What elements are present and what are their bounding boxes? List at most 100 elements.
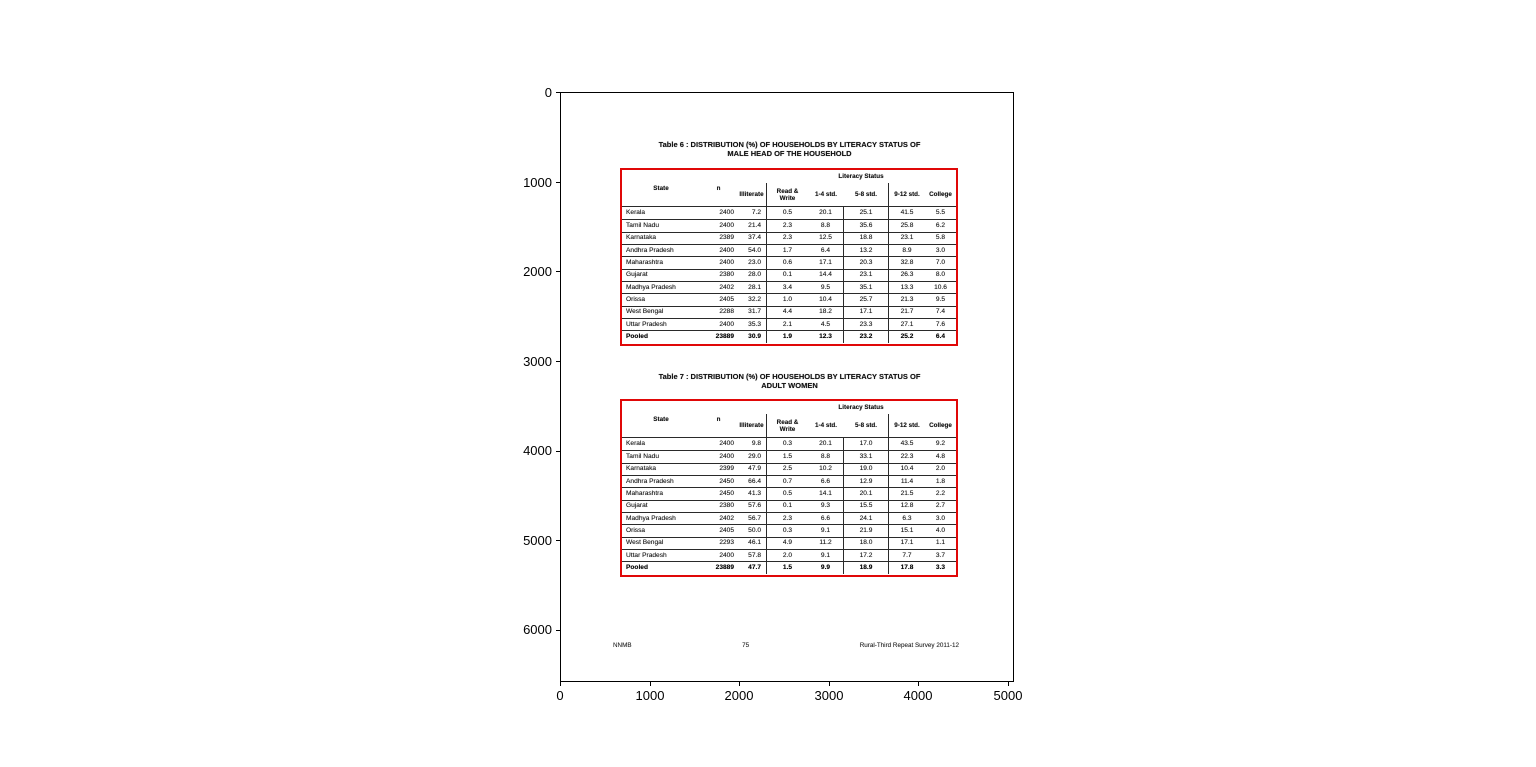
- illiterate-cell: 56.7: [748, 514, 761, 522]
- std-1-4-cell: 14.4: [808, 269, 844, 282]
- std-5-8-cell: 23.2: [844, 331, 889, 343]
- read-write-cell: 2.0: [766, 550, 808, 562]
- group-header-literacy-status: Literacy Status: [838, 404, 884, 411]
- x-tick-label: 3000: [814, 688, 844, 703]
- table-row: Maharashtra 2450 41.3 0.5 14.1 20.1 21.5 2.2: [622, 487, 956, 500]
- table-row: Kerala 2400 7.2 0.5 20.1 25.1 41.5 5.5: [622, 207, 956, 220]
- std-5-8-cell: 23.1: [844, 269, 889, 282]
- state-cell: Pooled: [626, 333, 648, 341]
- x-tick-mark: [739, 682, 740, 686]
- std-1-4-cell: 18.2: [808, 306, 844, 319]
- illiterate-cell: 28.0: [748, 271, 761, 279]
- std-5-8-cell: 20.1: [844, 488, 889, 500]
- table-row: Pooled 23889 47.7 1.5 9.9 18.9 17.8 3.3: [622, 561, 956, 574]
- x-tick-mark: [650, 682, 651, 686]
- std-9-12-cell: 17.1: [900, 539, 914, 547]
- std-5-8-cell: 12.9: [844, 476, 889, 488]
- read-write-cell: 2.3: [766, 513, 808, 525]
- table-row: Tamil Nadu 2400 21.4 2.3 8.8 35.6 25.8 6.2: [622, 219, 956, 232]
- college-cell: 2.2: [935, 490, 946, 498]
- footer-org-label: NNMB: [613, 642, 632, 649]
- table-header: State n Illiterate Literacy Status Read …: [622, 170, 956, 207]
- std-5-8-cell: 35.1: [844, 282, 889, 294]
- col-header-1-4-std: 1-4 std.: [814, 191, 838, 198]
- n-cell: 23889: [715, 333, 734, 341]
- footer-survey-label: Rural-Third Repeat Survey 2011-12: [859, 642, 959, 649]
- col-header-college: College: [929, 191, 952, 198]
- n-cell: 2450: [719, 490, 734, 498]
- college-cell: 1.1: [935, 539, 946, 547]
- college-cell: 3.7: [935, 551, 946, 559]
- std-9-12-cell: 27.1: [900, 320, 914, 328]
- college-cell: 7.0: [935, 259, 946, 267]
- state-cell: Tamil Nadu: [626, 453, 659, 461]
- std-9-12-cell: 32.8: [900, 259, 914, 267]
- n-cell: 2293: [719, 539, 734, 547]
- y-tick-label: 4000: [523, 443, 552, 458]
- college-cell: 7.4: [935, 308, 946, 316]
- n-cell: 2400: [719, 551, 734, 559]
- state-cell: Orissa: [626, 296, 646, 304]
- read-write-cell: 0.3: [766, 525, 808, 537]
- college-cell: 9.5: [935, 296, 946, 304]
- illiterate-cell: 54.0: [748, 246, 761, 254]
- n-cell: 23889: [715, 564, 734, 572]
- college-cell: 4.8: [935, 453, 946, 461]
- std-9-12-cell: 7.7: [902, 551, 912, 559]
- std-9-12-cell: 11.4: [900, 477, 914, 485]
- state-cell: Kerala: [626, 209, 646, 217]
- state-cell: Andhra Pradesh: [626, 477, 674, 485]
- n-cell: 2399: [719, 465, 734, 473]
- table-row: Orissa 2405 32.2 1.0 10.4 25.7 21.3 9.5: [622, 293, 956, 306]
- std-9-12-cell: 21.3: [900, 296, 914, 304]
- std-9-12-cell: 22.3: [900, 453, 914, 461]
- read-write-cell: 4.4: [766, 306, 808, 319]
- col-header-illiterate: Illiterate: [739, 422, 764, 429]
- n-cell: 2400: [719, 246, 734, 254]
- table-7-title: Table 7 : DISTRIBUTION (%) OF HOUSEHOLDS…: [621, 372, 958, 390]
- n-cell: 2400: [719, 259, 734, 267]
- std-1-4-cell: 10.4: [808, 294, 844, 306]
- read-write-cell: 0.3: [766, 438, 808, 451]
- table-row: Karnataka 2389 37.4 2.3 12.5 18.8 23.1 5.8: [622, 231, 956, 245]
- col-header-state: State: [653, 184, 669, 192]
- illiterate-cell: 57.8: [748, 551, 761, 559]
- read-write-cell: 3.4: [766, 282, 808, 294]
- table-row: Uttar Pradesh 2400 35.3 2.1 4.5 23.3 27.1 7.6: [622, 318, 956, 331]
- x-tick-mark: [918, 682, 919, 686]
- table-row: Orissa 2405 50.0 0.3 9.1 21.9 15.1 4.0: [622, 524, 956, 537]
- table-row: Pooled 23889 30.9 1.9 12.3 23.2 25.2 6.4: [622, 330, 956, 343]
- std-9-12-cell: 23.1: [900, 234, 914, 242]
- table-body: Kerala 2400 9.8 0.3 20.1 17.0 43.5 9.2 Tamil Nad…: [622, 438, 956, 574]
- col-header-read-write: Read & Write: [766, 183, 808, 206]
- read-write-cell: 2.5: [766, 463, 808, 476]
- table-7-title-line2: ADULT WOMEN: [761, 381, 818, 390]
- read-write-cell: 1.9: [766, 331, 808, 343]
- std-9-12-cell: 15.1: [900, 527, 914, 535]
- col-header-read-write: Read & Write: [766, 414, 808, 437]
- read-write-cell: 0.5: [766, 207, 808, 220]
- std-5-8-cell: 17.0: [844, 438, 889, 451]
- x-tick-mark: [560, 682, 561, 686]
- std-5-8-cell: 18.8: [844, 232, 889, 245]
- std-9-12-cell: 21.7: [900, 308, 914, 316]
- col-header-5-8-std: 5-8 std.: [844, 414, 889, 437]
- std-5-8-cell: 24.1: [844, 513, 889, 525]
- std-5-8-cell: 15.5: [844, 500, 889, 513]
- read-write-cell: 1.5: [766, 451, 808, 463]
- x-tick-label: 2000: [724, 688, 754, 703]
- state-cell: Gujarat: [626, 271, 648, 279]
- read-write-cell: 1.7: [766, 245, 808, 257]
- std-5-8-cell: 18.9: [844, 562, 889, 574]
- illiterate-cell: 23.0: [748, 259, 761, 267]
- n-cell: 2400: [719, 222, 734, 230]
- std-1-4-cell: 17.1: [808, 257, 844, 269]
- illiterate-cell: 47.7: [748, 564, 761, 572]
- std-9-12-cell: 13.3: [900, 283, 914, 291]
- x-tick-mark: [829, 682, 830, 686]
- illiterate-cell: 35.3: [748, 320, 761, 328]
- page-footer: NNMB 75 Rural-Third Repeat Survey 2011-1…: [613, 642, 959, 649]
- table-7-title-line1: Table 7 : DISTRIBUTION (%) OF HOUSEHOLDS…: [658, 372, 921, 381]
- college-cell: 2.0: [935, 465, 946, 473]
- table-row: West Bengal 2288 31.7 4.4 18.2 17.1 21.7 7.4: [622, 305, 956, 319]
